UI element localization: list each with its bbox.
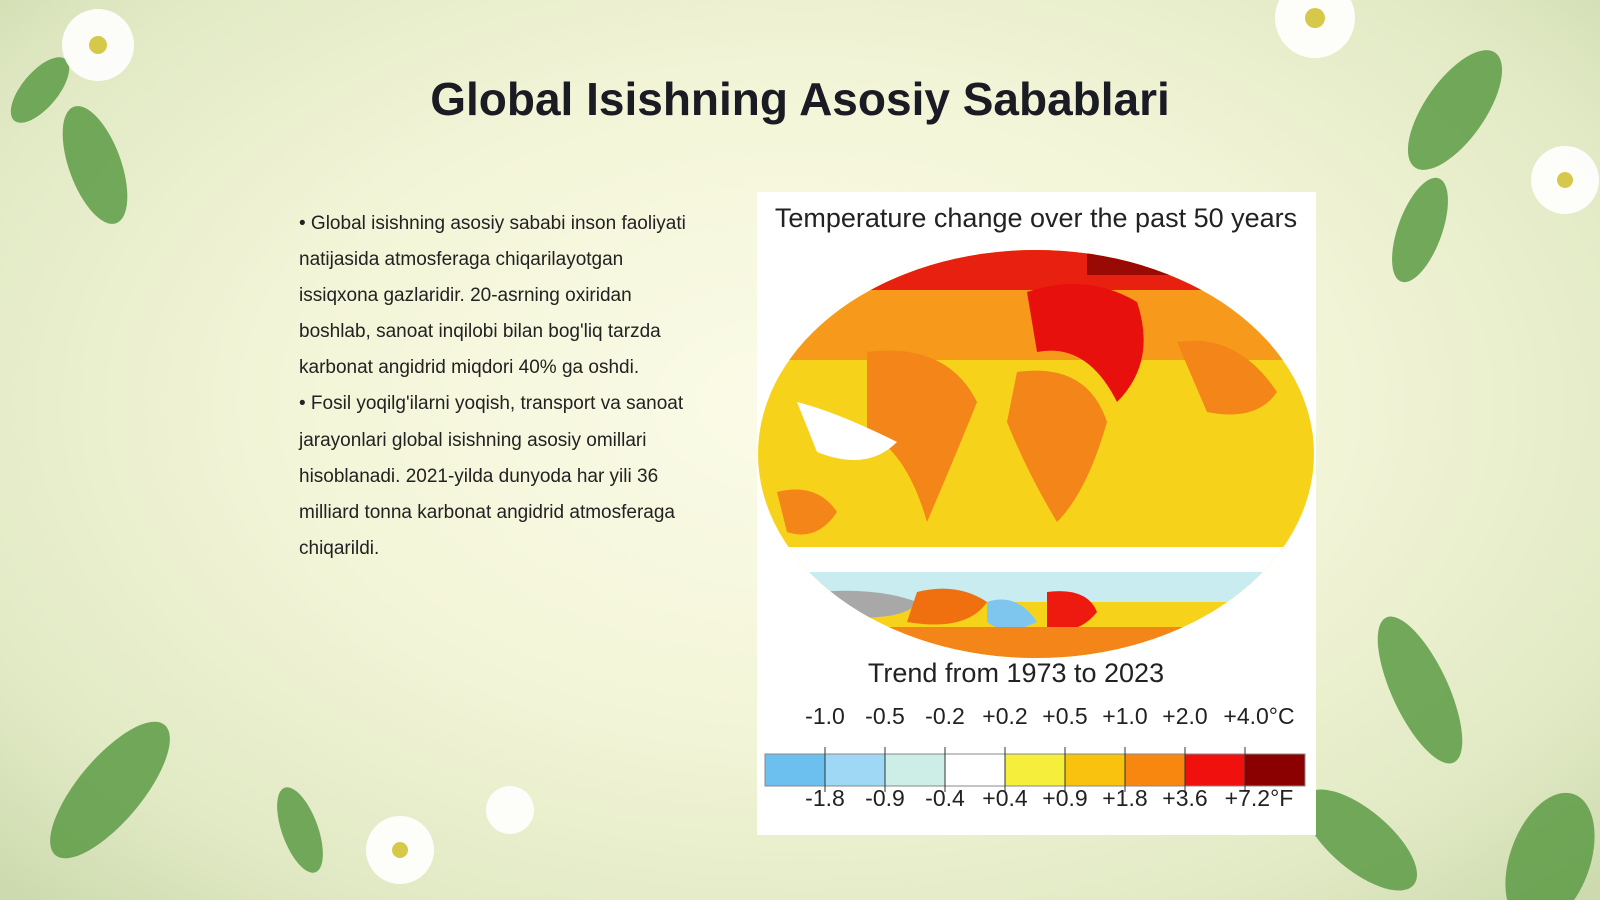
legend-label-celsius: +2.0 — [1162, 703, 1207, 729]
legend-label-celsius: -1.0 — [805, 703, 845, 729]
legend-label-fahrenheit: -1.8 — [805, 785, 845, 811]
legend-label-fahrenheit: +3.6 — [1162, 785, 1207, 811]
slide-title: Global Isishning Asosiy Sabablari — [430, 73, 1170, 125]
legend-label-celsius: -0.2 — [925, 703, 965, 729]
legend-label-fahrenheit: +0.9 — [1042, 785, 1087, 811]
text-block: • Global isishning asosiy sababi inson f… — [299, 206, 699, 567]
legend-bar — [764, 753, 1306, 787]
legend-label-celsius: +4.0°C — [1223, 703, 1294, 729]
legend-label-celsius: +1.0 — [1102, 703, 1147, 729]
figure-subtitle: Trend from 1973 to 2023 — [868, 658, 1164, 688]
figure-title: Temperature change over the past 50 year… — [775, 203, 1297, 233]
legend-label-celsius: +0.5 — [1042, 703, 1087, 729]
bullet: • Global isishning asosiy sababi inson f… — [299, 213, 686, 379]
legend-label-celsius: +0.2 — [982, 703, 1027, 729]
map — [758, 250, 1314, 658]
legend-label-fahrenheit: +1.8 — [1102, 785, 1147, 811]
legend-label-fahrenheit: -0.4 — [925, 785, 965, 811]
legend-label-fahrenheit: +0.4 — [982, 785, 1028, 811]
legend-label-celsius: -0.5 — [865, 703, 905, 729]
map-figure: Temperature change over the past 50 year… — [758, 203, 1314, 811]
legend-label-fahrenheit: +7.2°F — [1225, 785, 1294, 811]
bullet: • Fosil yoqilg'ilarni yoqish, transport … — [299, 393, 684, 559]
figure: Temperature change over the past 50 year… — [757, 192, 1316, 835]
legend-label-fahrenheit: -0.9 — [865, 785, 905, 811]
